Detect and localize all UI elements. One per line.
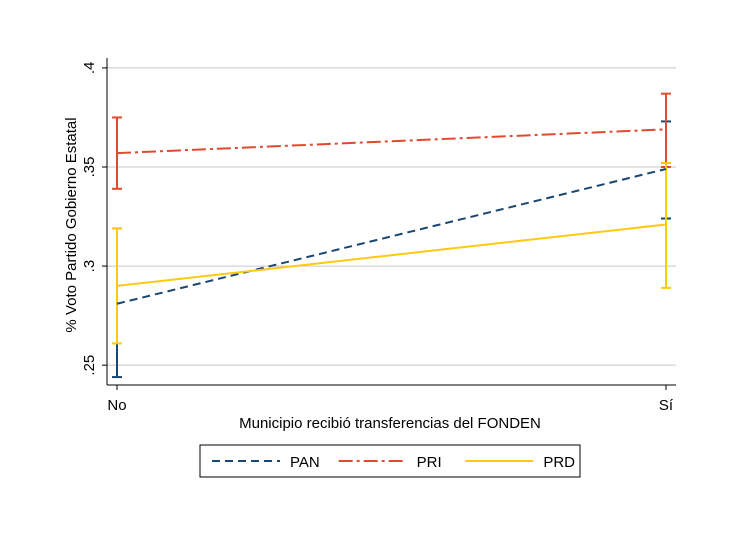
legend-label-pan: PAN — [290, 454, 320, 471]
y-tick-label: .25 — [81, 355, 98, 376]
series-line-prd — [116, 223, 667, 287]
error-bars — [112, 92, 671, 379]
y-tick-label: .3 — [81, 260, 98, 273]
x-tick-label: Sí — [659, 397, 674, 414]
gridlines — [107, 67, 676, 366]
x-ticks: No Sí — [107, 385, 674, 414]
legend: PAN PRI PRD — [199, 444, 581, 478]
y-tick-label: .35 — [81, 157, 98, 178]
legend-label-pri: PRI — [417, 454, 442, 471]
series-line-pan — [116, 168, 667, 305]
y-tick-label: .4 — [81, 62, 98, 75]
axes — [106, 58, 676, 386]
legend-label-prd: PRD — [543, 454, 575, 471]
y-axis-label: % Voto Partido Gobierno Estatal — [63, 117, 80, 332]
x-axis-label: Municipio recibió transferencias del FON… — [239, 415, 541, 432]
y-ticks: .25 .3 .35 .4 — [81, 62, 107, 376]
series-lines — [116, 128, 667, 305]
x-tick-label: No — [107, 397, 126, 414]
series-line-pri — [116, 128, 667, 155]
